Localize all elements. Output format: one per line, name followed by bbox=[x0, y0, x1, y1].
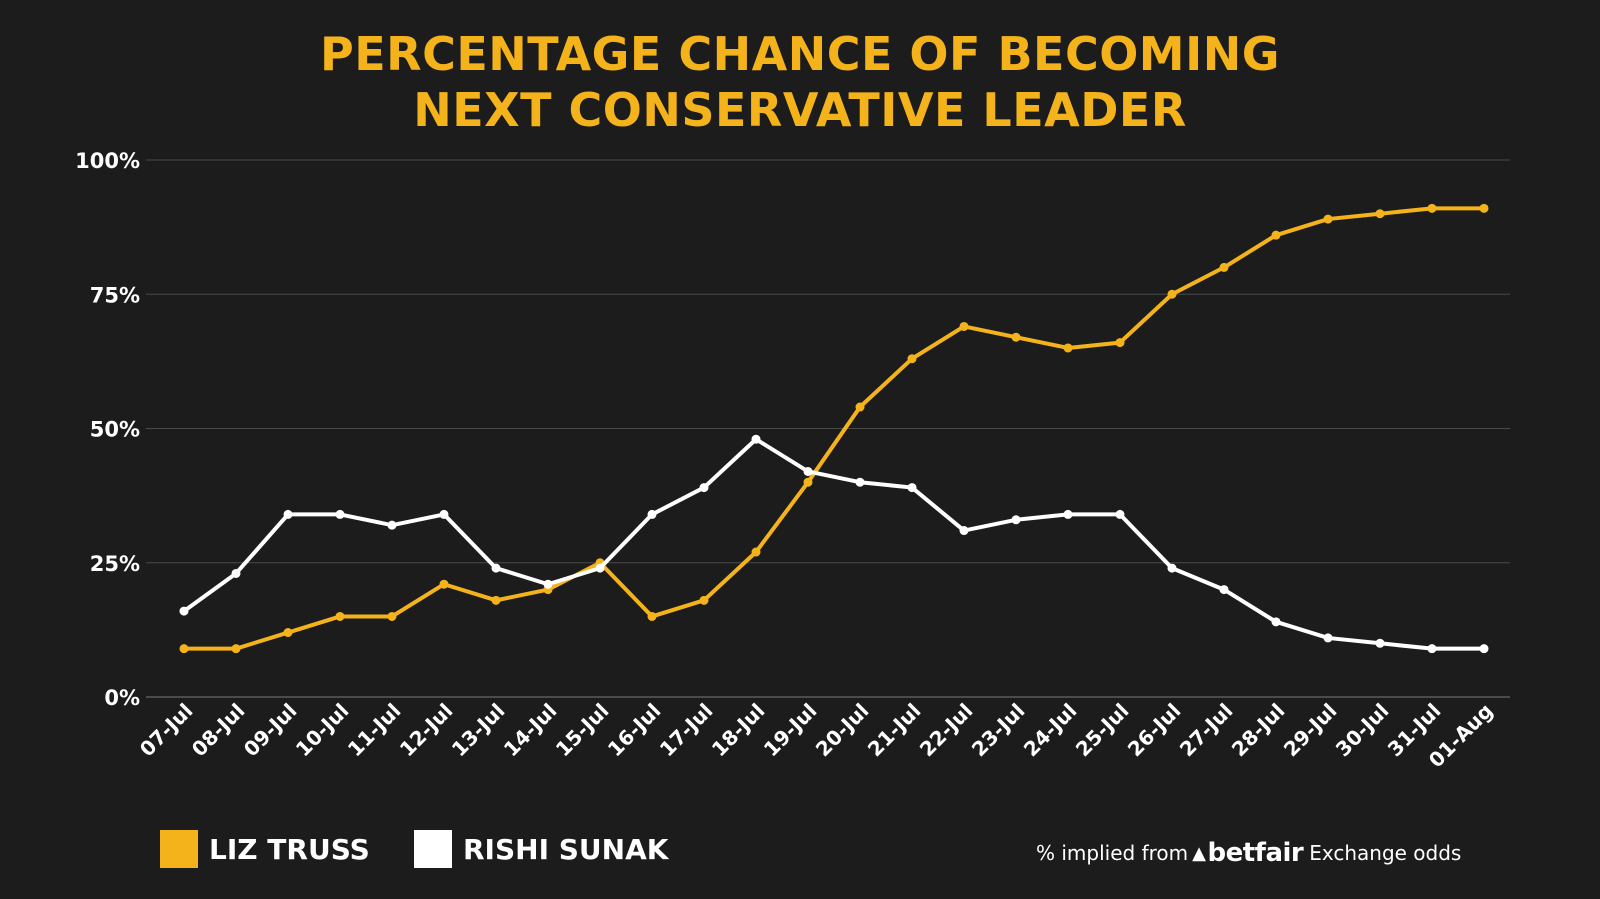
chart-title-line-2: NEXT CONSERVATIVE LEADER bbox=[413, 83, 1187, 137]
chart-title-line-1: PERCENTAGE CHANCE OF BECOMING bbox=[320, 27, 1280, 81]
data-point-rishi-sunak bbox=[439, 509, 449, 519]
data-point-rishi-sunak bbox=[1115, 509, 1125, 519]
series-line-liz-truss bbox=[182, 206, 1486, 651]
data-point-rishi-sunak bbox=[179, 606, 189, 616]
data-point-liz-truss bbox=[907, 354, 917, 364]
x-tick-label: 26-Jul bbox=[1123, 699, 1186, 762]
x-tick-label: 25-Jul bbox=[1071, 699, 1134, 762]
data-point-rishi-sunak bbox=[335, 509, 345, 519]
data-point-liz-truss bbox=[699, 595, 709, 605]
data-point-liz-truss bbox=[491, 595, 501, 605]
y-tick-label: 25% bbox=[90, 552, 140, 576]
x-tick-label: 20-Jul bbox=[811, 699, 874, 762]
data-point-liz-truss bbox=[647, 611, 657, 621]
data-point-liz-truss bbox=[1115, 338, 1125, 348]
data-point-liz-truss bbox=[751, 547, 761, 557]
legend-label-liz-truss: LIZ TRUSS bbox=[209, 832, 370, 866]
data-point-liz-truss bbox=[439, 579, 449, 589]
x-tick-label: 22-Jul bbox=[915, 699, 978, 762]
data-point-rishi-sunak bbox=[543, 579, 553, 589]
betfair-arrow-icon: ▲ bbox=[1192, 842, 1206, 864]
x-tick-label: 09-Jul bbox=[239, 699, 302, 762]
data-point-rishi-sunak bbox=[491, 563, 501, 573]
source-note: % implied from ▲ betfair Exchange odds bbox=[1036, 838, 1461, 868]
data-point-rishi-sunak bbox=[1427, 644, 1437, 654]
x-tick-label: 15-Jul bbox=[551, 699, 614, 762]
data-point-rishi-sunak bbox=[595, 563, 605, 573]
data-point-liz-truss bbox=[1011, 332, 1021, 342]
y-tick-label: 50% bbox=[90, 418, 140, 442]
y-tick-label: 100% bbox=[75, 149, 140, 173]
x-tick-label: 17-Jul bbox=[655, 699, 718, 762]
data-point-liz-truss bbox=[1323, 214, 1333, 224]
data-point-liz-truss bbox=[1375, 209, 1385, 219]
data-point-rishi-sunak bbox=[1011, 515, 1021, 525]
x-tick-label: 10-Jul bbox=[291, 699, 354, 762]
x-tick-label: 28-Jul bbox=[1227, 699, 1290, 762]
data-point-rishi-sunak bbox=[1479, 644, 1489, 654]
data-point-liz-truss bbox=[1063, 343, 1073, 353]
data-point-liz-truss bbox=[335, 611, 345, 621]
data-point-rishi-sunak bbox=[907, 483, 917, 493]
legend-item-rishi-sunak: RISHI SUNAK bbox=[414, 830, 668, 868]
data-point-liz-truss bbox=[179, 644, 189, 654]
data-point-liz-truss bbox=[231, 644, 241, 654]
data-point-rishi-sunak bbox=[387, 520, 397, 530]
x-tick-label: 18-Jul bbox=[707, 699, 770, 762]
betfair-logo: ▲ betfair bbox=[1192, 838, 1304, 868]
data-point-rishi-sunak bbox=[1323, 633, 1333, 643]
data-point-rishi-sunak bbox=[231, 568, 241, 578]
x-tick-label: 21-Jul bbox=[863, 699, 926, 762]
betfair-logo-text: betfair bbox=[1207, 838, 1304, 868]
x-tick-label: 27-Jul bbox=[1175, 699, 1238, 762]
x-tick-label: 08-Jul bbox=[187, 699, 250, 762]
source-suffix: Exchange odds bbox=[1309, 841, 1462, 865]
data-point-rishi-sunak bbox=[283, 509, 293, 519]
data-point-rishi-sunak bbox=[1271, 617, 1281, 627]
x-tick-label: 14-Jul bbox=[499, 699, 562, 762]
x-tick-label: 11-Jul bbox=[343, 699, 406, 762]
series-line-rishi-sunak bbox=[182, 437, 1486, 651]
y-tick-label: 75% bbox=[90, 283, 140, 307]
x-tick-label: 16-Jul bbox=[603, 699, 666, 762]
legend-swatch-rishi-sunak bbox=[414, 830, 452, 868]
x-tick-label: 19-Jul bbox=[759, 699, 822, 762]
x-tick-label: 24-Jul bbox=[1019, 699, 1082, 762]
data-point-liz-truss bbox=[283, 628, 293, 638]
source-prefix: % implied from bbox=[1036, 841, 1189, 865]
data-point-rishi-sunak bbox=[1167, 563, 1177, 573]
y-tick-label: 0% bbox=[104, 686, 140, 710]
data-point-rishi-sunak bbox=[959, 526, 969, 536]
legend-swatch-liz-truss bbox=[160, 830, 198, 868]
x-tick-label: 13-Jul bbox=[447, 699, 510, 762]
data-point-rishi-sunak bbox=[1375, 638, 1385, 648]
data-point-rishi-sunak bbox=[855, 477, 865, 487]
chart-title: PERCENTAGE CHANCE OF BECOMING NEXT CONSE… bbox=[0, 26, 1600, 138]
data-point-rishi-sunak bbox=[647, 509, 657, 519]
data-point-rishi-sunak bbox=[751, 434, 761, 444]
data-point-liz-truss bbox=[959, 321, 969, 331]
data-point-liz-truss bbox=[387, 611, 397, 621]
legend-label-rishi-sunak: RISHI SUNAK bbox=[463, 832, 669, 866]
line-chart: 0%25%50%75%100%07-Jul08-Jul09-Jul10-Jul1… bbox=[75, 149, 1510, 772]
data-point-liz-truss bbox=[1479, 203, 1489, 213]
data-point-liz-truss bbox=[1167, 289, 1177, 299]
x-tick-label: 29-Jul bbox=[1279, 699, 1342, 762]
data-point-rishi-sunak bbox=[1219, 585, 1229, 595]
data-point-liz-truss bbox=[803, 477, 813, 487]
x-tick-label: 30-Jul bbox=[1331, 699, 1394, 762]
x-tick-label: 23-Jul bbox=[967, 699, 1030, 762]
x-tick-label: 12-Jul bbox=[395, 699, 458, 762]
data-point-liz-truss bbox=[1427, 203, 1437, 213]
data-point-liz-truss bbox=[1219, 262, 1229, 272]
x-tick-label: 07-Jul bbox=[135, 699, 198, 762]
data-point-liz-truss bbox=[855, 402, 865, 412]
data-point-rishi-sunak bbox=[1063, 509, 1073, 519]
data-point-rishi-sunak bbox=[803, 466, 813, 476]
legend-item-liz-truss: LIZ TRUSS bbox=[160, 830, 370, 868]
data-point-liz-truss bbox=[1271, 230, 1281, 240]
data-point-rishi-sunak bbox=[699, 483, 709, 493]
